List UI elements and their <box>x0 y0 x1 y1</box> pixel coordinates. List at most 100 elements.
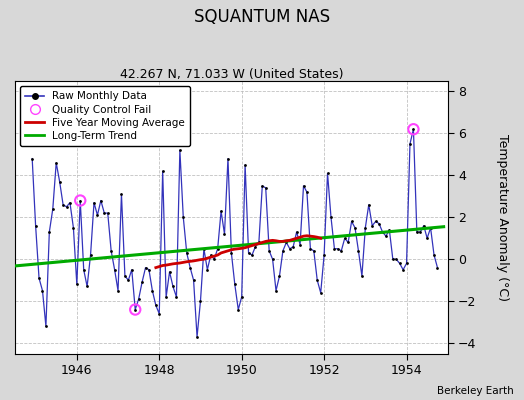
Point <box>210 256 219 262</box>
Point <box>248 252 256 258</box>
Point <box>151 302 160 308</box>
Point <box>330 246 339 252</box>
Point <box>42 323 50 330</box>
Point <box>189 277 198 283</box>
Point <box>83 283 91 290</box>
Point <box>354 248 363 254</box>
Point <box>227 250 236 256</box>
Point <box>299 183 308 189</box>
Point <box>176 147 184 153</box>
Point <box>186 264 194 271</box>
Point <box>306 246 314 252</box>
Point <box>409 126 418 132</box>
Point <box>351 224 359 231</box>
Point <box>237 294 246 300</box>
Point <box>206 252 215 258</box>
Point <box>121 273 129 279</box>
Point <box>303 189 311 195</box>
Point <box>127 266 136 273</box>
Point <box>158 168 167 174</box>
Point <box>96 197 105 204</box>
Point <box>427 224 435 231</box>
Point <box>62 204 71 210</box>
Point <box>406 141 414 147</box>
Point <box>76 197 84 204</box>
Point <box>282 239 290 246</box>
Point <box>344 239 352 246</box>
Point <box>169 283 177 290</box>
Point <box>365 202 373 208</box>
Point <box>392 256 400 262</box>
Point <box>196 298 205 304</box>
Point <box>327 214 335 220</box>
Point <box>155 310 163 317</box>
Point <box>172 294 181 300</box>
Point <box>231 281 239 288</box>
Point <box>292 229 301 235</box>
Point <box>213 246 222 252</box>
Point <box>220 231 228 237</box>
Point <box>166 269 174 275</box>
Point <box>416 229 424 235</box>
Point <box>90 200 98 206</box>
Point <box>141 264 150 271</box>
Point <box>234 306 243 313</box>
Point <box>334 246 342 252</box>
Point <box>200 246 208 252</box>
Point <box>124 277 133 283</box>
Point <box>275 273 283 279</box>
Point <box>316 290 325 296</box>
Point <box>145 266 153 273</box>
Point <box>117 191 126 198</box>
Point <box>100 210 108 216</box>
Point <box>430 252 438 258</box>
Point <box>409 126 418 132</box>
Point <box>358 273 366 279</box>
Point <box>337 248 345 254</box>
Point <box>368 222 376 229</box>
Point <box>402 260 411 267</box>
Point <box>35 275 43 281</box>
Y-axis label: Temperature Anomaly (°C): Temperature Anomaly (°C) <box>496 134 509 301</box>
Text: Berkeley Earth: Berkeley Earth <box>437 386 514 396</box>
Point <box>251 244 259 250</box>
Point <box>217 208 225 214</box>
Point <box>423 235 431 242</box>
Point <box>224 155 232 162</box>
Point <box>76 197 84 204</box>
Point <box>382 233 390 239</box>
Title: 42.267 N, 71.033 W (United States): 42.267 N, 71.033 W (United States) <box>119 68 343 81</box>
Point <box>114 288 122 294</box>
Point <box>203 266 212 273</box>
Point <box>66 200 74 206</box>
Point <box>52 160 60 166</box>
Point <box>361 224 369 231</box>
Point <box>69 224 78 231</box>
Point <box>131 306 139 313</box>
Point <box>347 218 356 225</box>
Point <box>86 252 95 258</box>
Point <box>420 222 428 229</box>
Point <box>375 220 383 227</box>
Point <box>265 248 274 254</box>
Point <box>372 218 380 225</box>
Point <box>59 202 67 208</box>
Point <box>111 266 119 273</box>
Point <box>107 248 115 254</box>
Point <box>389 256 397 262</box>
Point <box>93 212 102 218</box>
Point <box>396 260 404 267</box>
Point <box>378 229 387 235</box>
Point <box>104 210 112 216</box>
Point <box>131 306 139 313</box>
Point <box>341 235 349 242</box>
Point <box>49 206 57 212</box>
Point <box>258 183 267 189</box>
Point <box>38 288 47 294</box>
Point <box>279 248 287 254</box>
Point <box>244 250 253 256</box>
Point <box>45 229 53 235</box>
Point <box>56 178 64 185</box>
Point <box>138 279 146 286</box>
Point <box>310 248 318 254</box>
